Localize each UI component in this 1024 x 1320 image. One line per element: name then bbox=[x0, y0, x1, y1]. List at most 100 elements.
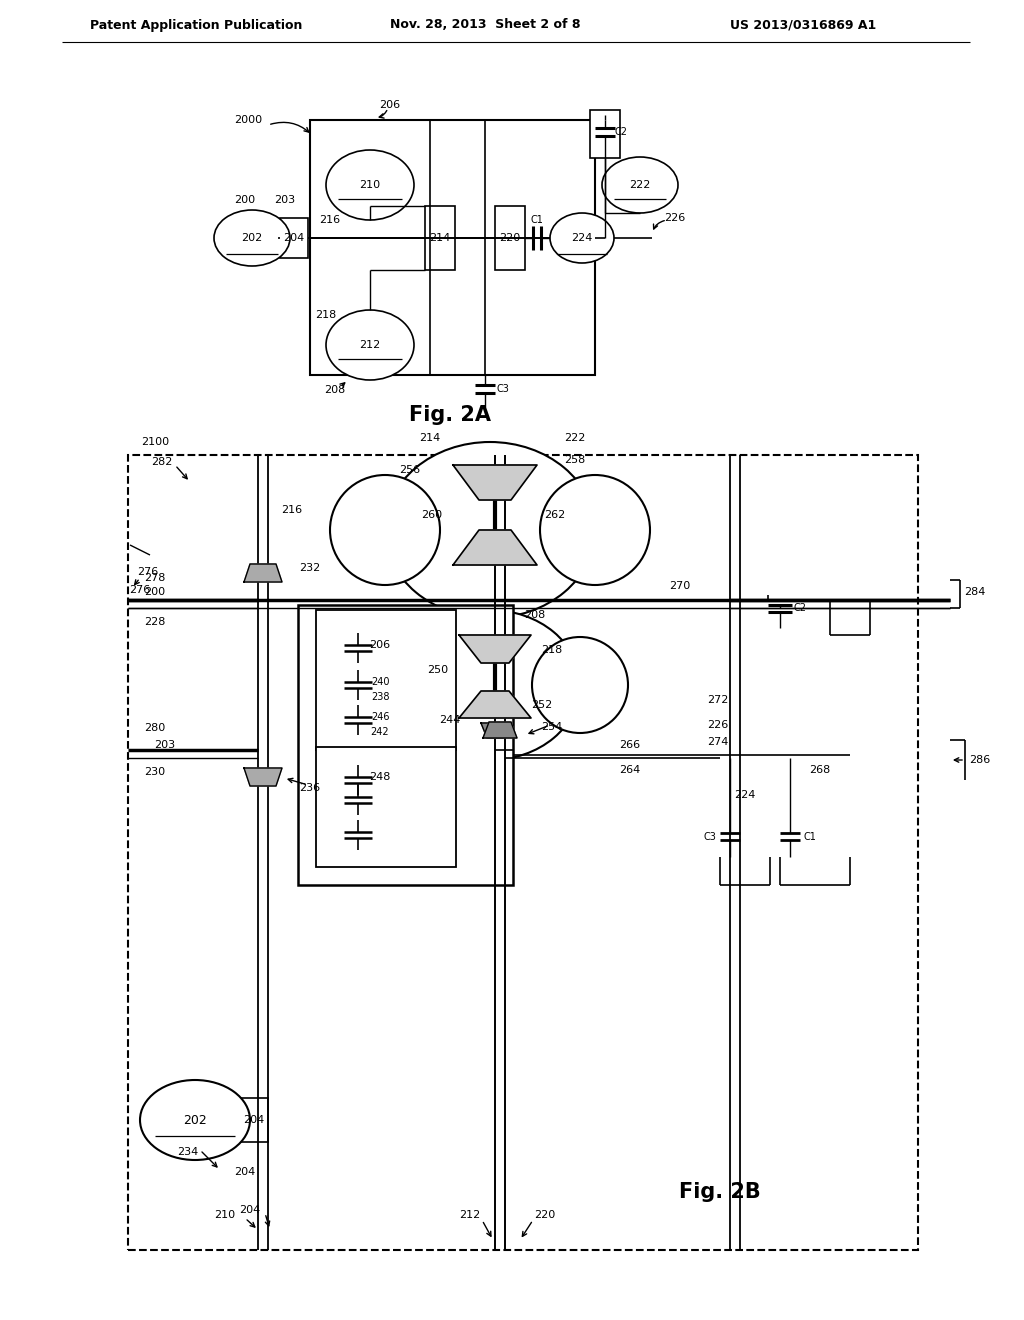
Polygon shape bbox=[244, 768, 282, 785]
Ellipse shape bbox=[326, 150, 414, 220]
Text: Nov. 28, 2013  Sheet 2 of 8: Nov. 28, 2013 Sheet 2 of 8 bbox=[390, 18, 581, 32]
Text: 222: 222 bbox=[564, 433, 586, 444]
Text: 200: 200 bbox=[144, 587, 166, 597]
Polygon shape bbox=[481, 723, 509, 738]
Bar bbox=[316, 610, 456, 750]
Text: US 2013/0316869 A1: US 2013/0316869 A1 bbox=[730, 18, 877, 32]
Polygon shape bbox=[459, 690, 531, 718]
Bar bbox=[280, 218, 308, 257]
Text: 220: 220 bbox=[500, 234, 520, 243]
Polygon shape bbox=[453, 531, 537, 565]
Text: 204: 204 bbox=[244, 1115, 264, 1125]
Text: 274: 274 bbox=[708, 737, 729, 747]
Text: 216: 216 bbox=[282, 506, 302, 515]
Text: C1: C1 bbox=[804, 832, 816, 842]
Text: 204: 204 bbox=[284, 234, 304, 243]
Text: 284: 284 bbox=[965, 587, 986, 597]
Text: 203: 203 bbox=[155, 741, 175, 750]
Ellipse shape bbox=[326, 310, 414, 380]
Text: 216: 216 bbox=[319, 215, 341, 224]
Text: 258: 258 bbox=[564, 455, 586, 465]
Text: 224: 224 bbox=[734, 789, 756, 800]
Ellipse shape bbox=[602, 157, 678, 213]
Text: 208: 208 bbox=[325, 385, 346, 395]
Polygon shape bbox=[453, 465, 537, 500]
Text: 240: 240 bbox=[371, 677, 389, 686]
Ellipse shape bbox=[330, 475, 440, 585]
Text: 204: 204 bbox=[240, 1205, 261, 1214]
Text: 248: 248 bbox=[370, 772, 391, 781]
Text: 278: 278 bbox=[144, 573, 166, 583]
Text: 204: 204 bbox=[234, 1167, 256, 1177]
Text: 272: 272 bbox=[708, 696, 729, 705]
Ellipse shape bbox=[532, 638, 628, 733]
Text: 218: 218 bbox=[315, 310, 337, 319]
Text: 212: 212 bbox=[460, 1210, 480, 1220]
Text: 208: 208 bbox=[524, 610, 546, 620]
Text: C3: C3 bbox=[703, 832, 717, 842]
Text: 202: 202 bbox=[183, 1114, 207, 1126]
Ellipse shape bbox=[214, 210, 290, 267]
Text: 206: 206 bbox=[370, 640, 390, 649]
Text: 276: 276 bbox=[129, 585, 151, 595]
Text: 256: 256 bbox=[399, 465, 421, 475]
Text: 210: 210 bbox=[359, 180, 381, 190]
Text: 252: 252 bbox=[531, 700, 553, 710]
Ellipse shape bbox=[550, 213, 614, 263]
Text: 210: 210 bbox=[214, 1210, 236, 1220]
Text: 226: 226 bbox=[665, 213, 686, 223]
Text: 232: 232 bbox=[299, 564, 321, 573]
Ellipse shape bbox=[140, 1080, 250, 1160]
Text: 224: 224 bbox=[571, 234, 593, 243]
Text: 250: 250 bbox=[427, 665, 449, 675]
Text: 286: 286 bbox=[970, 755, 990, 766]
Ellipse shape bbox=[385, 442, 595, 618]
Bar bbox=[310, 120, 595, 375]
Text: 212: 212 bbox=[359, 341, 381, 350]
Text: 200: 200 bbox=[234, 195, 256, 205]
Text: 218: 218 bbox=[542, 645, 562, 655]
Bar bbox=[240, 1098, 268, 1142]
Text: 236: 236 bbox=[299, 783, 321, 793]
Text: 214: 214 bbox=[429, 234, 451, 243]
Text: 220: 220 bbox=[535, 1210, 556, 1220]
Text: C3: C3 bbox=[497, 384, 509, 393]
Text: 242: 242 bbox=[371, 727, 389, 737]
Text: Fig. 2B: Fig. 2B bbox=[679, 1181, 761, 1203]
Ellipse shape bbox=[400, 610, 580, 760]
Polygon shape bbox=[244, 564, 282, 582]
Text: 246: 246 bbox=[371, 711, 389, 722]
Text: 2000: 2000 bbox=[233, 115, 262, 125]
Polygon shape bbox=[459, 635, 531, 663]
Text: Patent Application Publication: Patent Application Publication bbox=[90, 18, 302, 32]
Text: 226: 226 bbox=[708, 719, 729, 730]
Text: 270: 270 bbox=[670, 581, 690, 591]
Ellipse shape bbox=[352, 638, 449, 733]
Text: 266: 266 bbox=[620, 741, 641, 750]
Text: C2: C2 bbox=[614, 127, 628, 137]
Text: 282: 282 bbox=[152, 457, 173, 467]
Text: 203: 203 bbox=[274, 195, 296, 205]
Text: 280: 280 bbox=[144, 723, 166, 733]
Polygon shape bbox=[483, 722, 517, 738]
Text: Fig. 2A: Fig. 2A bbox=[409, 405, 490, 425]
Text: 228: 228 bbox=[144, 616, 166, 627]
Text: 276: 276 bbox=[137, 568, 159, 577]
Text: 264: 264 bbox=[620, 766, 641, 775]
Text: 222: 222 bbox=[630, 180, 650, 190]
Text: 2100: 2100 bbox=[141, 437, 169, 447]
Text: 268: 268 bbox=[809, 766, 830, 775]
Text: 214: 214 bbox=[420, 433, 440, 444]
Text: 262: 262 bbox=[545, 510, 565, 520]
Text: 202: 202 bbox=[242, 234, 262, 243]
Text: 206: 206 bbox=[380, 100, 400, 110]
Text: 244: 244 bbox=[439, 715, 461, 725]
Text: 234: 234 bbox=[177, 1147, 199, 1158]
Bar bbox=[128, 455, 918, 1250]
Bar bbox=[425, 206, 455, 271]
Text: 238: 238 bbox=[371, 692, 389, 702]
Bar bbox=[298, 605, 513, 884]
Bar bbox=[495, 206, 525, 271]
Ellipse shape bbox=[540, 475, 650, 585]
Text: 260: 260 bbox=[422, 510, 442, 520]
